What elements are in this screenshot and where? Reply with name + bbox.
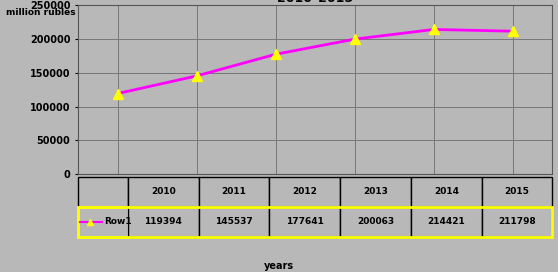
- Text: 200063: 200063: [357, 217, 394, 226]
- Bar: [411, 207, 482, 237]
- Bar: [411, 177, 482, 207]
- Bar: [78, 177, 128, 207]
- Text: 2015: 2015: [504, 187, 530, 196]
- Text: years: years: [264, 261, 294, 271]
- Bar: [128, 177, 199, 207]
- Text: Row1: Row1: [104, 217, 132, 226]
- Bar: [270, 177, 340, 207]
- Text: 2014: 2014: [434, 187, 459, 196]
- Text: million rubles: million rubles: [6, 8, 75, 17]
- Bar: [78, 207, 128, 237]
- Bar: [270, 207, 340, 237]
- Title: Dynamics  of volumes of investments in the fixed capital  of Irkutsk  region in
: Dynamics of volumes of investments in th…: [42, 0, 558, 5]
- Text: 119394: 119394: [145, 217, 182, 226]
- Bar: [199, 177, 270, 207]
- Text: 2010: 2010: [151, 187, 176, 196]
- Bar: [128, 207, 199, 237]
- Text: 2012: 2012: [292, 187, 318, 196]
- Bar: [482, 177, 552, 207]
- Text: 177641: 177641: [286, 217, 324, 226]
- Text: 2011: 2011: [222, 187, 247, 196]
- Text: 145537: 145537: [215, 217, 253, 226]
- Bar: [340, 177, 411, 207]
- Bar: [78, 207, 128, 237]
- Text: 2013: 2013: [363, 187, 388, 196]
- Bar: [78, 207, 552, 237]
- Bar: [482, 207, 552, 237]
- Bar: [199, 207, 270, 237]
- Text: 211798: 211798: [498, 217, 536, 226]
- Text: 214421: 214421: [427, 217, 465, 226]
- Bar: [340, 207, 411, 237]
